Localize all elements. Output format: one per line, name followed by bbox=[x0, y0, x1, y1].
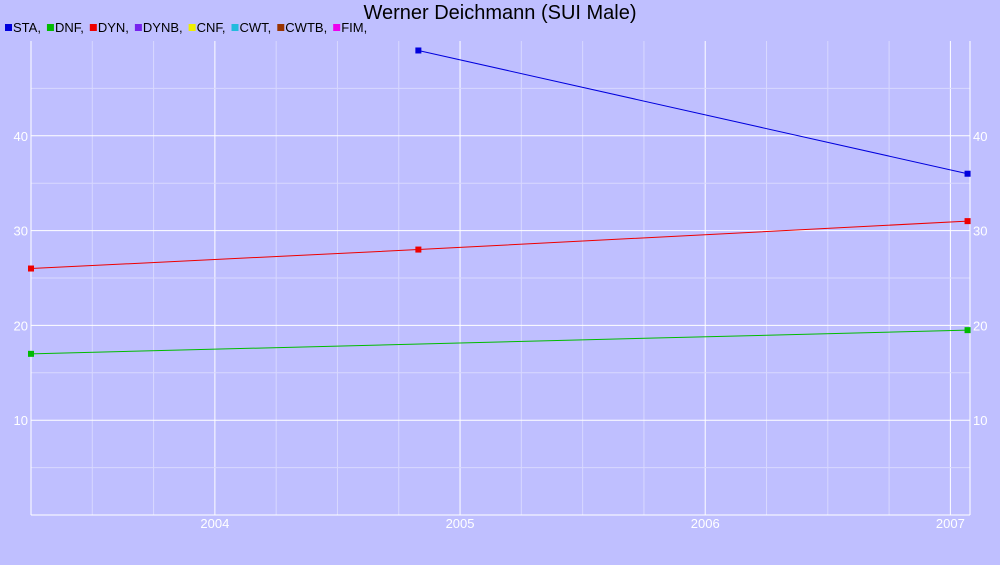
data-point-dnf-1 bbox=[964, 327, 971, 334]
series-group bbox=[28, 47, 971, 357]
axis-ticks: 2004 2005 2006 2007 10 10 20 20 30 30 40 40 bbox=[14, 129, 988, 531]
legend-label-1: DNF, bbox=[55, 20, 84, 35]
series-line-dnf bbox=[30, 329, 968, 355]
series-line-sta bbox=[418, 49, 968, 175]
x-tick-label-2004: 2004 bbox=[200, 516, 229, 531]
data-point-dnf-0 bbox=[28, 350, 34, 357]
legend-swatch-7 bbox=[333, 24, 341, 31]
data-point-dyn-1 bbox=[415, 246, 422, 253]
y-tick-label-left-40: 40 bbox=[14, 129, 28, 144]
legend-label-0: STA, bbox=[13, 20, 41, 35]
legend-swatch-4 bbox=[188, 24, 196, 31]
data-point-sta-1 bbox=[964, 170, 971, 177]
legend-label-6: CWTB, bbox=[285, 20, 327, 35]
legend-swatch-3 bbox=[134, 24, 142, 31]
data-point-sta-0 bbox=[415, 47, 422, 54]
y-tick-label-right-10: 10 bbox=[973, 413, 987, 428]
y-tick-label-left-30: 30 bbox=[14, 224, 28, 239]
legend-label-4: CNF, bbox=[197, 20, 226, 35]
x-tick-label-2006: 2006 bbox=[691, 516, 720, 531]
series-line-dyn bbox=[30, 220, 968, 270]
legend-label-7: FIM, bbox=[341, 20, 367, 35]
y-tick-label-right-30: 30 bbox=[973, 224, 987, 239]
y-tick-label-left-10: 10 bbox=[14, 413, 28, 428]
legend-swatch-6 bbox=[277, 24, 285, 31]
legend-label-5: CWT, bbox=[240, 20, 272, 35]
legend: STA, DNF, DYN, DYNB, CNF, CWT, CWTB, FIM, bbox=[5, 20, 367, 35]
legend-label-2: DYN, bbox=[98, 20, 129, 35]
grid bbox=[30, 41, 971, 516]
data-point-dyn-0 bbox=[28, 265, 34, 272]
y-tick-label-right-20: 20 bbox=[973, 318, 987, 333]
data-point-dyn-2 bbox=[964, 218, 971, 225]
legend-swatch-5 bbox=[231, 24, 239, 31]
y-tick-label-left-20: 20 bbox=[14, 318, 28, 333]
legend-swatch-1 bbox=[46, 24, 54, 31]
legend-swatch-0 bbox=[5, 24, 12, 31]
x-tick-label-2005: 2005 bbox=[446, 516, 475, 531]
chart-title: Werner Deichmann (SUI Male) bbox=[363, 2, 636, 24]
legend-label-3: DYNB, bbox=[143, 20, 183, 35]
y-tick-label-right-40: 40 bbox=[973, 129, 987, 144]
legend-swatch-2 bbox=[89, 24, 97, 31]
x-tick-label-2007: 2007 bbox=[936, 516, 965, 531]
